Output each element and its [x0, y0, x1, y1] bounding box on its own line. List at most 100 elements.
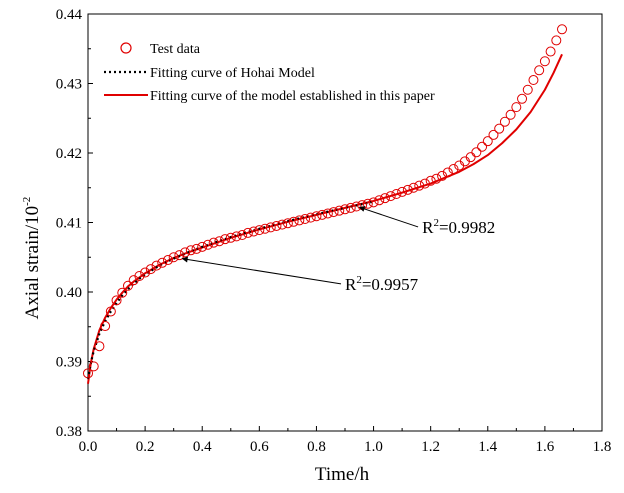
- test-data-point: [140, 267, 151, 278]
- test-data-point: [522, 84, 533, 95]
- test-data-point: [465, 152, 476, 163]
- test-data-point: [88, 361, 99, 372]
- y-tick-label: 0.41: [56, 216, 82, 232]
- test-data-point: [505, 109, 516, 120]
- test-data-point: [488, 129, 499, 140]
- test-data-point: [231, 231, 242, 242]
- series-layer: [83, 24, 568, 384]
- test-data-point: [414, 180, 425, 191]
- test-data-point: [185, 245, 196, 256]
- test-data-point: [168, 252, 179, 263]
- test-data-point: [340, 204, 350, 215]
- test-data-point: [345, 202, 356, 213]
- y-tick-label: 0.44: [56, 7, 83, 23]
- x-tick-label: 0.8: [307, 439, 326, 455]
- test-data-point: [385, 191, 396, 202]
- x-tick-label: 0.6: [250, 439, 269, 455]
- test-data-point: [471, 147, 482, 158]
- test-data-point: [208, 237, 219, 248]
- test-data-point: [202, 239, 213, 250]
- test-data-point: [237, 230, 248, 241]
- x-axis-title: Time/h: [315, 464, 370, 485]
- test-data-point: [94, 341, 105, 352]
- test-data-point: [197, 241, 208, 252]
- r-squared-base: R: [422, 218, 434, 237]
- test-data-point: [397, 186, 408, 197]
- test-data-point: [322, 208, 333, 219]
- test-data-point: [260, 223, 271, 234]
- test-data-point: [545, 46, 556, 57]
- y-tick-label: 0.40: [56, 285, 82, 301]
- test-data-point: [334, 205, 345, 216]
- test-data-point: [134, 271, 145, 282]
- legend-model-label: Fitting curve of the model established i…: [150, 89, 435, 104]
- test-data-point: [494, 123, 505, 134]
- test-data-point: [408, 182, 419, 193]
- test-data-point: [499, 116, 510, 127]
- test-data-point: [300, 214, 311, 225]
- test-data-point: [225, 232, 236, 243]
- test-data-point: [265, 222, 276, 233]
- annotation-arrow: [181, 256, 342, 285]
- test-data-point: [111, 295, 122, 306]
- test-data-point: [511, 102, 522, 113]
- test-data-point: [442, 167, 453, 178]
- test-data-point: [288, 216, 299, 227]
- test-data-point: [242, 227, 253, 238]
- x-tick-label: 0.2: [136, 439, 155, 455]
- test-data-point: [117, 287, 128, 298]
- test-data-point: [277, 219, 288, 230]
- y-tick-label: 0.43: [56, 77, 82, 93]
- test-data-point: [477, 141, 488, 152]
- x-axis: 0.0 0.2 0.4 0.6 0.8 1.0 1.2 1.4 1.6 1.8: [79, 426, 612, 455]
- test-data-point: [374, 195, 385, 206]
- legend-test-marker: [120, 42, 132, 54]
- test-data-point: [362, 198, 373, 209]
- test-data-point: [105, 306, 116, 317]
- x-tick-label: 1.2: [421, 439, 440, 455]
- test-data-point: [214, 236, 225, 247]
- test-data-point: [294, 215, 305, 226]
- test-data-point: [305, 212, 316, 223]
- test-data-point: [83, 368, 93, 379]
- test-data-point: [551, 35, 562, 46]
- test-data-point: [254, 225, 265, 236]
- test-data-point: [282, 218, 293, 229]
- x-tick-label: 1.6: [536, 439, 555, 455]
- test-data-point: [368, 197, 379, 208]
- test-data-point: [557, 24, 568, 35]
- y-axis-title-base: Axial strain/10: [22, 206, 43, 319]
- test-data-point: [431, 173, 442, 184]
- x-tick-label: 1.4: [478, 439, 497, 455]
- r-squared-exponent: 2: [356, 274, 362, 286]
- legend: Test data Fitting curve of Hohai Model F…: [104, 42, 435, 104]
- y-tick-label: 0.39: [56, 355, 82, 371]
- y-tick-label: 0.42: [56, 146, 82, 162]
- test-data-point: [425, 175, 436, 186]
- test-data-point: [311, 211, 322, 222]
- test-data-point: [248, 226, 259, 237]
- y-axis: 0.38 0.39 0.40 0.41 0.42 0.43 0.44: [56, 7, 93, 440]
- r-squared-base: R: [345, 275, 357, 294]
- test-data-point: [539, 56, 550, 67]
- x-tick-label: 1.8: [593, 439, 612, 455]
- x-tick-label: 0.0: [79, 439, 98, 455]
- legend-test-label: Test data: [150, 42, 201, 57]
- y-tick-label: 0.38: [56, 424, 82, 440]
- test-data-point: [220, 234, 231, 245]
- test-data-point: [328, 207, 339, 218]
- test-data-point: [122, 280, 133, 291]
- r-squared-exponent: 2: [433, 217, 439, 229]
- test-data-point: [151, 260, 162, 271]
- y-axis-title: Axial strain/10-2: [21, 197, 43, 320]
- test-data-point: [157, 257, 168, 268]
- r-squared-value: =0.9982: [439, 218, 495, 237]
- legend-hohai-label: Fitting curve of Hohai Model: [150, 66, 315, 81]
- test-data-point: [528, 75, 539, 86]
- test-data-point: [379, 193, 390, 204]
- test-data-point: [419, 178, 430, 189]
- test-data-point: [317, 209, 328, 220]
- x-tick-label: 1.0: [364, 439, 383, 455]
- y-axis-title-exponent: -2: [21, 197, 33, 206]
